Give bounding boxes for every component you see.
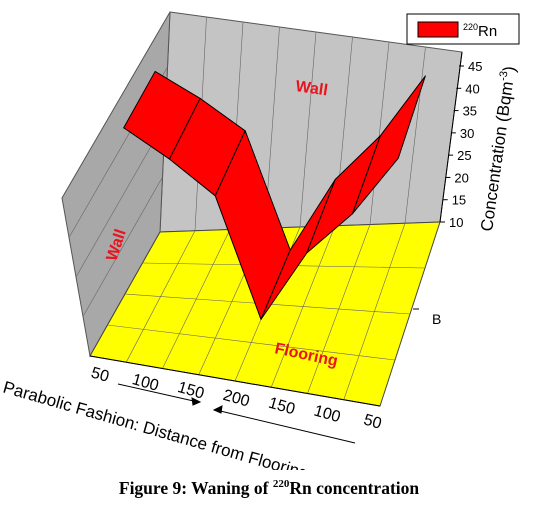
z-tick-35: 35 [453, 104, 477, 119]
x-tick-label: 200 [221, 387, 251, 411]
z-tick-45: 45 [459, 59, 482, 74]
z-tick-label: 30 [460, 126, 474, 141]
legend-swatch [417, 21, 459, 38]
left-wall-grid-line [75, 121, 166, 278]
data-surface [123, 70, 426, 320]
figure-caption: Figure 9: Waning of 220Rn concentration [118, 478, 420, 498]
wall-grid-line [299, 31, 317, 228]
x-tick-label: 150 [176, 379, 206, 403]
x-tick-label: 50 [89, 365, 111, 386]
direction-arrows [117, 383, 356, 444]
z-tick-label: 35 [463, 104, 477, 119]
x-tick-label: 50 [362, 412, 384, 433]
x-tick-label: 100 [312, 402, 342, 426]
z-tick-20: 20 [445, 170, 469, 185]
z-tick-30: 30 [450, 126, 474, 141]
z-axis-line [439, 51, 463, 223]
wall-grid-line [404, 46, 426, 224]
z-tick-label: 15 [452, 193, 466, 208]
x-axis-ticks: 50 100 150 200 150 100 50 [89, 365, 383, 433]
annotation-wall-back: Wall [294, 78, 328, 99]
legend-label: 220Rn [463, 22, 497, 40]
chart-canvas: 10 15 20 25 30 35 40 45 Concentration (Bqm-3) B… [1, 11, 520, 470]
x-axis-line [89, 355, 381, 407]
z-tick-label: 40 [465, 81, 479, 96]
z-tick-label: 25 [457, 148, 471, 163]
left-wall-grid-line [82, 176, 163, 317]
z-tick-25: 25 [448, 148, 472, 163]
z-tick-label: 20 [454, 170, 468, 185]
floor-grid-line [107, 324, 396, 361]
z-axis-ticks: 10 15 20 25 30 35 40 45 [440, 59, 482, 230]
z-tick-40: 40 [456, 81, 480, 96]
y-tick-label: B [432, 311, 441, 327]
wall-grid-line [369, 41, 390, 225]
x-tick-label: 150 [266, 395, 296, 419]
legend: 220Rn [406, 13, 520, 45]
z-tick-label: 45 [468, 59, 482, 74]
z-axis-label: Concentration (Bqm-3) [476, 65, 519, 233]
z-tick-15: 15 [442, 193, 466, 208]
z-tick-10: 10 [440, 215, 463, 230]
z-tick-label: 10 [449, 215, 463, 230]
x-tick-label: 100 [130, 371, 160, 395]
